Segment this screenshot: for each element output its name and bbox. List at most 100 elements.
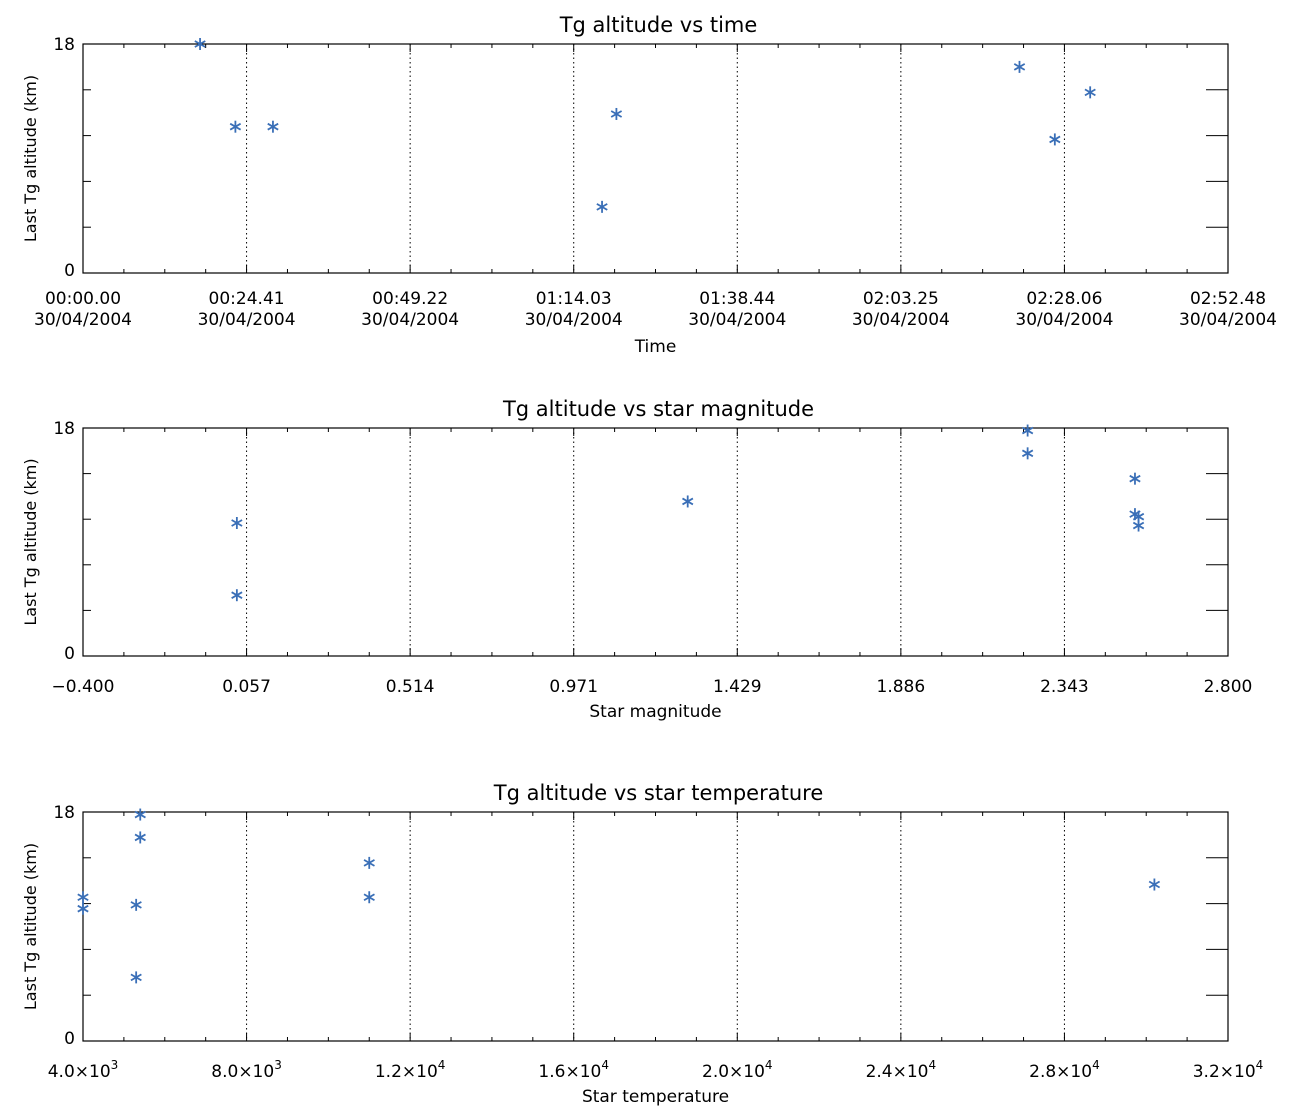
data-point-stroke <box>1049 135 1061 144</box>
y-tick-label: 18 <box>53 35 75 55</box>
data-point-stroke <box>363 893 375 902</box>
x-tick-label-date: 30/04/2004 <box>852 310 950 330</box>
y-axis-label: Last Tg altitude (km) <box>21 458 40 625</box>
data-point-stroke <box>596 203 608 211</box>
data-point-stroke <box>77 893 89 902</box>
data-point <box>229 120 242 133</box>
data-point-stroke <box>130 973 142 982</box>
x-tick-label-date: 30/04/2004 <box>688 310 786 330</box>
chart-panel-1: Tg altitude vs time01800:00.0030/04/2004… <box>21 13 1277 357</box>
data-point <box>231 589 243 602</box>
data-point <box>194 38 206 50</box>
data-point <box>1129 472 1141 485</box>
data-point <box>267 120 279 133</box>
x-tick-label: 00:49.22 <box>372 289 448 309</box>
data-point-stroke <box>130 901 142 909</box>
x-tick-label: −0.400 <box>52 677 115 697</box>
x-axis-label: Time <box>634 337 677 357</box>
x-tick-label: 1.6×104 <box>538 1058 609 1082</box>
data-point-stroke <box>1129 474 1141 483</box>
data-point <box>77 902 89 915</box>
x-tick-label: 02:52.48 <box>1190 289 1266 309</box>
data-point <box>596 200 608 213</box>
x-tick-label-date: 30/04/2004 <box>1015 310 1113 330</box>
data-point-stroke <box>682 497 694 506</box>
data-point <box>1084 86 1096 99</box>
x-tick-label-date: 30/04/2004 <box>34 310 132 330</box>
x-axis-label: Star magnitude <box>589 702 721 722</box>
x-tick-label: 2.0×104 <box>702 1058 773 1082</box>
chart-title: Tg altitude vs star temperature <box>493 781 823 805</box>
y-axis-label: Last Tg altitude (km) <box>21 75 40 242</box>
data-point-stroke <box>1148 880 1161 889</box>
x-tick-label: 4.0×103 <box>48 1058 119 1082</box>
y-axis-label: Last Tg altitude (km) <box>21 843 40 1010</box>
data-point <box>134 808 146 821</box>
data-point-stroke <box>134 810 146 819</box>
x-tick-label: 2.4×104 <box>866 1058 937 1082</box>
plot-frame <box>82 427 1229 657</box>
data-point <box>1021 447 1034 460</box>
x-tick-label: 0.971 <box>549 677 598 697</box>
plot-frame <box>82 43 1229 274</box>
data-point <box>1132 519 1145 532</box>
x-tick-label: 1.429 <box>713 677 762 697</box>
y-tick-label: 0 <box>64 644 75 664</box>
x-tick-label: 2.800 <box>1204 677 1253 697</box>
x-tick-label: 3.2×104 <box>1193 1058 1264 1082</box>
x-tick-label: 8.0×103 <box>211 1058 282 1082</box>
data-point-stroke <box>1132 521 1145 530</box>
data-point <box>682 495 694 508</box>
data-point-stroke <box>231 591 243 599</box>
x-tick-label-date: 30/04/2004 <box>525 310 623 330</box>
data-point <box>134 831 146 844</box>
data-point-stroke <box>363 859 375 867</box>
data-point-stroke <box>1132 512 1145 521</box>
data-point-stroke <box>267 122 279 131</box>
chart-title: Tg altitude vs time <box>559 13 758 37</box>
data-point-stroke <box>134 833 146 842</box>
data-point <box>77 891 89 904</box>
data-point-stroke <box>231 519 243 527</box>
y-tick-label: 0 <box>64 1029 75 1049</box>
data-point <box>231 517 243 529</box>
y-tick-label: 18 <box>53 419 75 439</box>
x-tick-label: 01:14.03 <box>536 289 612 309</box>
x-tick-label: 2.343 <box>1040 677 1089 697</box>
x-tick-label-date: 30/04/2004 <box>1179 310 1277 330</box>
x-tick-label-date: 30/04/2004 <box>198 310 296 330</box>
data-point <box>1013 60 1026 73</box>
x-tick-label: 02:03.25 <box>863 289 939 309</box>
x-tick-label-date: 30/04/2004 <box>361 310 459 330</box>
data-point-stroke <box>229 122 242 131</box>
data-point-stroke <box>194 40 206 48</box>
data-point <box>1148 878 1161 891</box>
x-tick-label: 1.886 <box>877 677 926 697</box>
chart-title: Tg altitude vs star magnitude <box>502 397 814 421</box>
data-point-stroke <box>1021 426 1034 435</box>
data-point <box>130 898 142 911</box>
data-point-stroke <box>77 904 89 913</box>
plot-frame <box>82 811 1229 1042</box>
chart-panel-2: Tg altitude vs star magnitude 0 18 −0.400 0.… <box>21 397 1252 722</box>
chart-panel-3: Tg altitude vs star temperature 0 18 4.0×10… <box>21 781 1263 1107</box>
data-point <box>363 856 375 869</box>
data-point <box>130 971 142 984</box>
x-axis-label: Star temperature <box>582 1087 729 1107</box>
data-point-stroke <box>1013 63 1026 71</box>
data-point <box>1021 424 1034 437</box>
x-tick-label: 1.2×104 <box>375 1058 446 1082</box>
x-tick-label: 02:28.06 <box>1026 289 1102 309</box>
data-point <box>610 107 623 120</box>
data-point <box>363 891 375 904</box>
x-tick-label: 0.514 <box>386 677 435 697</box>
data-point <box>1049 133 1061 146</box>
x-tick-label: 00:00.00 <box>45 289 121 309</box>
y-tick-label: 18 <box>53 803 75 823</box>
x-tick-label: 01:38.44 <box>699 289 775 309</box>
x-tick-label: 2.8×104 <box>1029 1058 1100 1082</box>
y-tick-label: 0 <box>64 261 75 281</box>
data-point-stroke <box>610 110 623 118</box>
x-tick-label: 00:24.41 <box>209 289 285 309</box>
